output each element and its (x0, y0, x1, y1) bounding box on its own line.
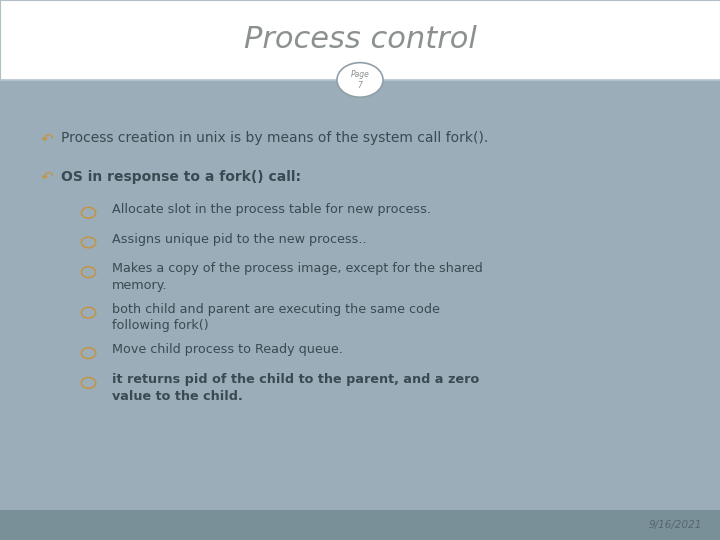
Text: Allocate slot in the process table for new process.: Allocate slot in the process table for n… (112, 203, 431, 216)
Text: both child and parent are executing the same code
following fork(): both child and parent are executing the … (112, 303, 439, 333)
Circle shape (337, 63, 383, 97)
Text: it returns pid of the child to the parent, and a zero
value to the child.: it returns pid of the child to the paren… (112, 373, 479, 403)
Text: Page
7: Page 7 (351, 70, 369, 90)
Text: Process creation in unix is by means of the system call fork().: Process creation in unix is by means of … (61, 131, 488, 145)
Text: Assigns unique pid to the new process..: Assigns unique pid to the new process.. (112, 233, 366, 246)
Text: ↶: ↶ (40, 170, 53, 185)
Text: Process control: Process control (243, 25, 477, 55)
FancyBboxPatch shape (0, 510, 720, 540)
FancyBboxPatch shape (0, 0, 720, 80)
Text: OS in response to a fork() call:: OS in response to a fork() call: (61, 170, 301, 184)
Text: Makes a copy of the process image, except for the shared
memory.: Makes a copy of the process image, excep… (112, 262, 482, 292)
Text: 9/16/2021: 9/16/2021 (649, 520, 702, 530)
Text: ↶: ↶ (40, 131, 53, 146)
Text: Move child process to Ready queue.: Move child process to Ready queue. (112, 343, 343, 356)
